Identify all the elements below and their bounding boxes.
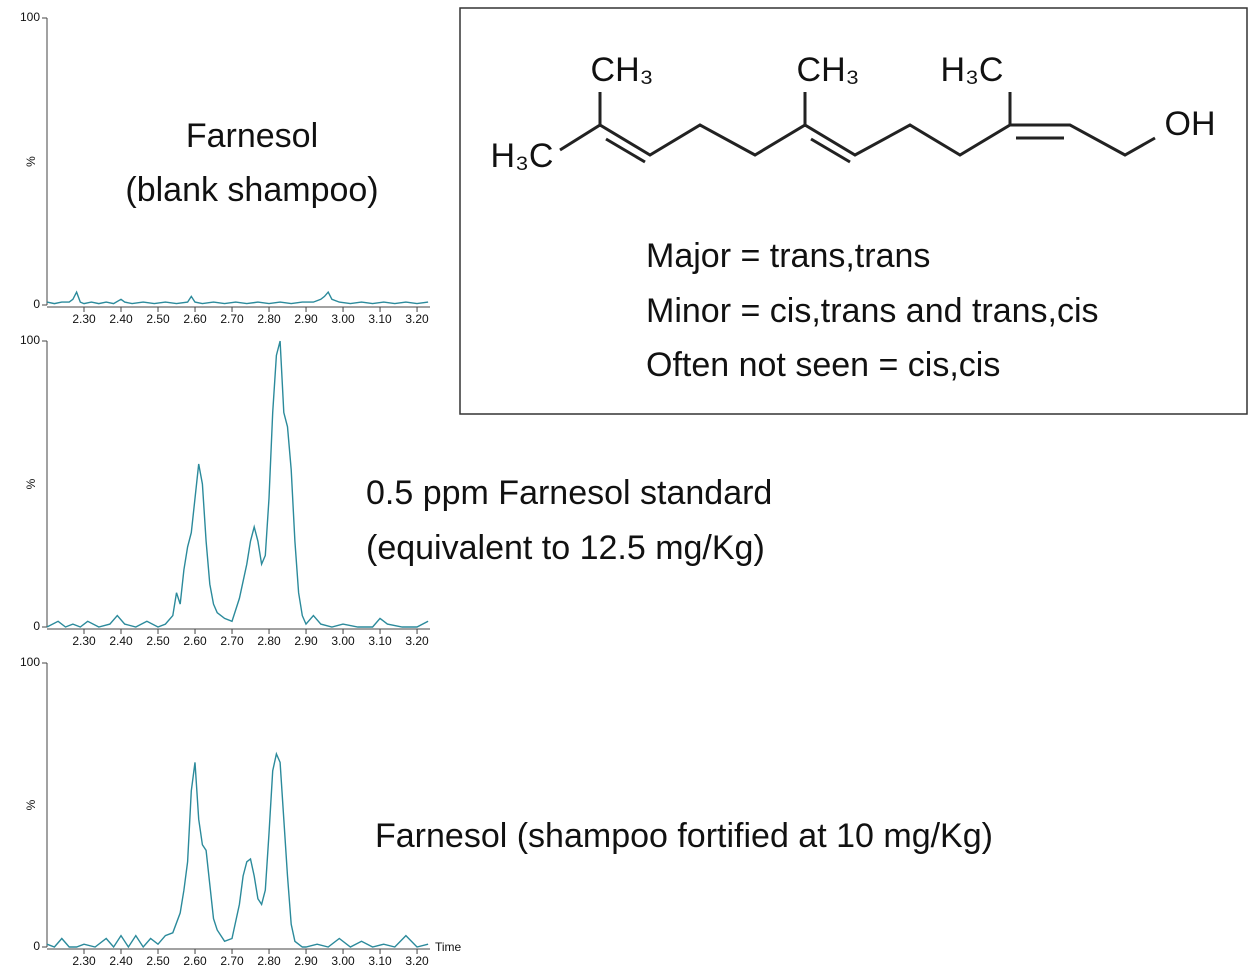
annotation: Farnesol (186, 117, 318, 155)
x-tick-label: 2.30 (72, 312, 96, 326)
isomer-note: Minor = cis,trans and trans,cis (646, 292, 1099, 330)
x-tick-label: 3.10 (368, 312, 392, 326)
x-tick-label: 2.50 (146, 634, 170, 648)
y-tick-label: 0 (33, 939, 40, 953)
y-tick-label: 0 (33, 297, 40, 311)
atom-label: CH₃ (797, 51, 860, 89)
atom-label: H₃C (941, 51, 1004, 89)
x-tick-label: 2.70 (220, 312, 244, 326)
y-tick-label: 100 (20, 10, 40, 24)
x-tick-label: 2.40 (109, 312, 133, 326)
x-tick-label: 3.10 (368, 954, 392, 968)
annotation: (equivalent to 12.5 mg/Kg) (366, 529, 765, 567)
y-axis-label: % (24, 799, 38, 810)
x-tick-label: 2.90 (294, 312, 318, 326)
y-axis-label: % (24, 478, 38, 489)
isomer-note: Major = trans,trans (646, 237, 930, 275)
x-tick-label: 2.70 (220, 954, 244, 968)
x-tick-label: 3.00 (331, 312, 355, 326)
x-tick-label: 2.50 (146, 312, 170, 326)
y-tick-label: 100 (20, 655, 40, 669)
chromatogram-line (46, 751, 429, 949)
x-tick-label: 2.50 (146, 954, 170, 968)
x-tick-label: 2.90 (294, 954, 318, 968)
x-tick-label: 2.80 (257, 954, 281, 968)
x-tick-label: 2.60 (183, 634, 207, 648)
x-tick-label: 2.90 (294, 634, 318, 648)
x-tick-label: 3.20 (405, 954, 429, 968)
double-bond (810, 137, 851, 164)
x-tick-label: 2.30 (72, 954, 96, 968)
y-tick-label: 0 (33, 619, 40, 633)
chromatogram-line (46, 340, 429, 628)
y-tick-label: 100 (20, 333, 40, 347)
x-tick-label: 3.20 (405, 312, 429, 326)
annotation: 0.5 ppm Farnesol standard (366, 474, 772, 512)
atom-label: H₃C (491, 137, 554, 175)
chromatogram-line (46, 290, 429, 305)
atom-label: CH₃ (591, 51, 654, 89)
x-tick-label: 2.70 (220, 634, 244, 648)
annotation: Farnesol (shampoo fortified at 10 mg/Kg) (375, 817, 993, 855)
chain-bonds (559, 123, 1156, 157)
x-tick-label: 2.80 (257, 312, 281, 326)
molecule: CH₃ CH₃ H₃C H₃C OH (491, 51, 1216, 175)
y-axis-label: % (24, 156, 38, 167)
x-tick-label: 2.60 (183, 954, 207, 968)
isomer-note: Often not seen = cis,cis (646, 346, 1000, 384)
x-tick-label: 3.20 (405, 634, 429, 648)
x-tick-label: 2.30 (72, 634, 96, 648)
x-tick-label: 2.40 (109, 954, 133, 968)
x-tick-label: 2.80 (257, 634, 281, 648)
annotation: (blank shampoo) (125, 171, 378, 209)
double-bond (605, 137, 646, 164)
atom-label: OH (1165, 105, 1216, 143)
x-tick-label: 3.00 (331, 634, 355, 648)
x-tick-label: 2.40 (109, 634, 133, 648)
x-axis-label: Time (435, 940, 462, 954)
x-tick-label: 3.00 (331, 954, 355, 968)
structure-box (459, 7, 1248, 415)
x-tick-label: 3.10 (368, 634, 392, 648)
x-tick-label: 2.60 (183, 312, 207, 326)
